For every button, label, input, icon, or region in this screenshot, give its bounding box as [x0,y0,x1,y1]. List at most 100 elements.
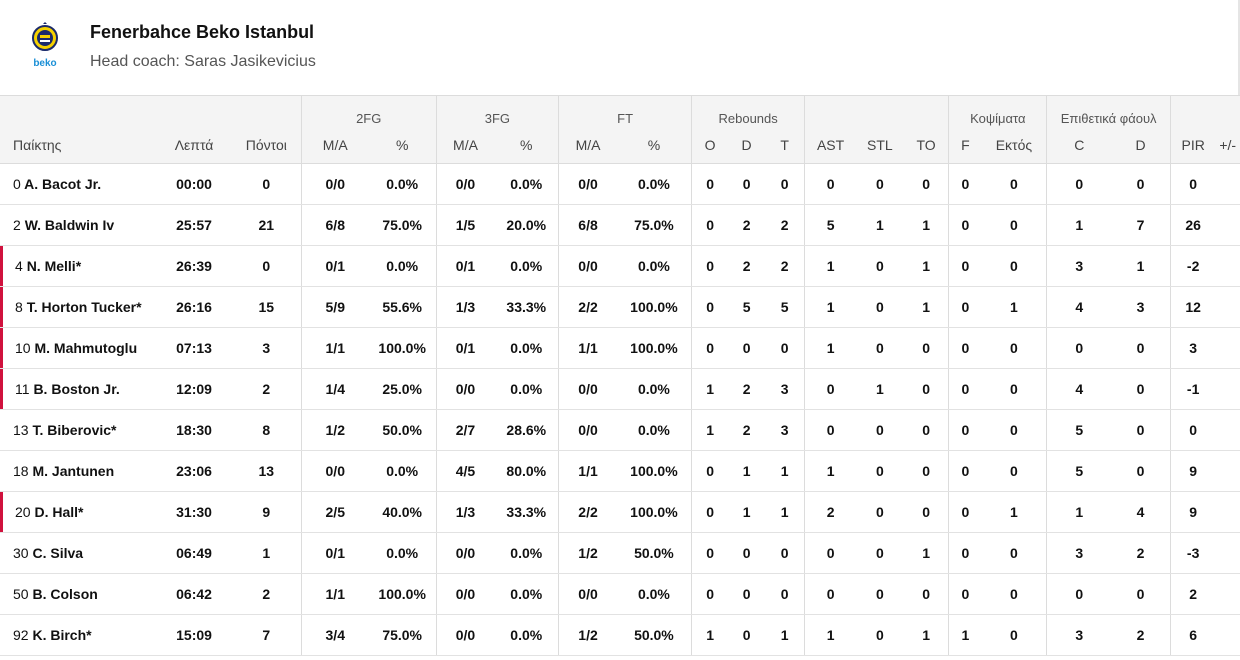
stat-cell: 1 [804,614,856,656]
player-cell: 11 B. Boston Jr. [0,368,157,410]
column-header[interactable]: % [616,126,692,164]
player-row: 0 A. Bacot Jr. 00:00 0 0/0 0.0% 0/0 0.0% 0/0 0.0… [0,163,1240,205]
player-row: 4 N. Melli* 26:39 0 0/1 0.0% 0/1 0.0% 0/0 0.0% 0 2… [0,245,1240,287]
stat-cell: 4/5 [435,450,495,492]
player-name[interactable]: T. Biberovic* [32,422,117,438]
column-header[interactable]: TO [903,126,949,164]
stat-cell: 0 [690,573,729,615]
stat-cell: 3 [1111,286,1171,328]
stat-cell: 0 [690,204,729,246]
player-name[interactable]: M. Jantunen [32,463,115,479]
stat-cell: 0/0 [300,163,369,205]
player-number: 50 [13,586,29,602]
player-name[interactable]: B. Boston Jr. [33,381,120,397]
stat-cell: -3 [1169,532,1216,574]
stat-cell: 1 [804,245,856,287]
stat-cell: 06:49 [156,532,232,574]
column-header[interactable]: M/A [435,126,495,164]
player-name[interactable]: T. Horton Tucker* [26,299,142,315]
stat-cell: 2 [1169,573,1216,615]
stat-cell: 0/0 [558,245,617,287]
stat-cell: 0 [855,409,904,451]
stat-cell: 0 [1046,573,1112,615]
column-header[interactable]: Λεπτά [156,126,232,164]
player-name[interactable]: D. Hall* [34,504,84,520]
stat-cell: 7 [1111,204,1171,246]
column-header[interactable]: Παίκτης [0,126,157,164]
player-name[interactable]: K. Birch* [32,627,92,643]
column-header[interactable]: +/- [1215,126,1240,164]
stat-cell: 0 [1111,368,1171,410]
stat-cell: 1 [764,491,805,533]
stat-cell: 0 [981,409,1047,451]
stat-cell: 0/0 [558,368,617,410]
column-header[interactable]: D [1111,126,1171,164]
stat-cell: 5/9 [300,286,369,328]
stat-cell: 0/0 [558,409,617,451]
column-header[interactable]: M/A [558,126,617,164]
column-header[interactable]: T [764,126,805,164]
stat-cell: 75.0% [368,614,437,656]
stat-cell: 06:42 [156,573,232,615]
stat-cell: 0 [948,245,982,287]
stat-cell: 0 [903,163,949,205]
player-row: 2 W. Baldwin Iv 25:57 21 6/8 75.0% 1/5 20.0% 6/… [0,204,1240,246]
stat-cell: 0 [764,327,805,369]
column-header[interactable]: STL [855,126,904,164]
stat-cell: 0.0% [494,614,559,656]
stat-cell: 0 [231,245,302,287]
stat-cell: -2 [1169,245,1216,287]
stat-cell: 0 [690,491,729,533]
column-header[interactable]: D [728,126,765,164]
stat-cell: 1 [764,614,805,656]
player-name[interactable]: M. Mahmutoglu [34,340,138,356]
stat-cell: 0.0% [616,163,692,205]
stat-cell: 5 [1046,409,1112,451]
stat-cell: 0 [855,286,904,328]
stat-cell: 0.0% [368,163,437,205]
stat-cell: 0 [948,409,982,451]
stat-cell: 6/8 [300,204,369,246]
stat-cell: 75.0% [368,204,437,246]
stat-cell: 5 [764,286,805,328]
stat-cell [1215,573,1240,615]
stat-cell: 100.0% [368,327,437,369]
stat-cell [1215,368,1240,410]
stat-cell: 25.0% [368,368,437,410]
stat-cell: 1 [1111,245,1171,287]
column-header[interactable]: AST [804,126,856,164]
column-header[interactable]: PIR [1169,126,1216,164]
stat-cell [1215,450,1240,492]
column-header[interactable]: Εκτός [981,126,1047,164]
stat-cell: 50.0% [616,614,692,656]
column-header[interactable]: C [1046,126,1112,164]
column-header[interactable]: % [368,126,437,164]
player-name[interactable]: N. Melli* [26,258,82,274]
stat-cell: 0 [1111,573,1171,615]
stat-cell: 0.0% [494,368,559,410]
stat-cell: 0 [1169,409,1216,451]
stat-cell: 1 [981,491,1047,533]
player-name[interactable]: B. Colson [32,586,98,602]
column-header[interactable]: Πόντοι [231,126,302,164]
column-header[interactable]: M/A [300,126,369,164]
column-header[interactable]: F [948,126,982,164]
stat-cell: 0 [981,614,1047,656]
stat-cell: 2/2 [558,491,617,533]
stat-cell: 0 [690,327,729,369]
stat-cell: 12:09 [156,368,232,410]
stat-cell: 8 [231,409,302,451]
stat-cell: 1 [855,204,904,246]
head-coach: Head coach: Saras Jasikevicius [90,53,316,70]
group-ft: FT [558,96,692,126]
player-name[interactable]: A. Bacot Jr. [24,176,102,192]
stat-cell: 0 [690,450,729,492]
player-name[interactable]: C. Silva [32,545,84,561]
column-header[interactable]: O [690,126,729,164]
stat-cell: 4 [1046,286,1112,328]
stat-cell: 2 [1111,532,1171,574]
stat-cell: 1 [855,368,904,410]
stat-cell: 50.0% [616,532,692,574]
column-header[interactable]: % [494,126,559,164]
player-name[interactable]: W. Baldwin Iv [24,217,115,233]
